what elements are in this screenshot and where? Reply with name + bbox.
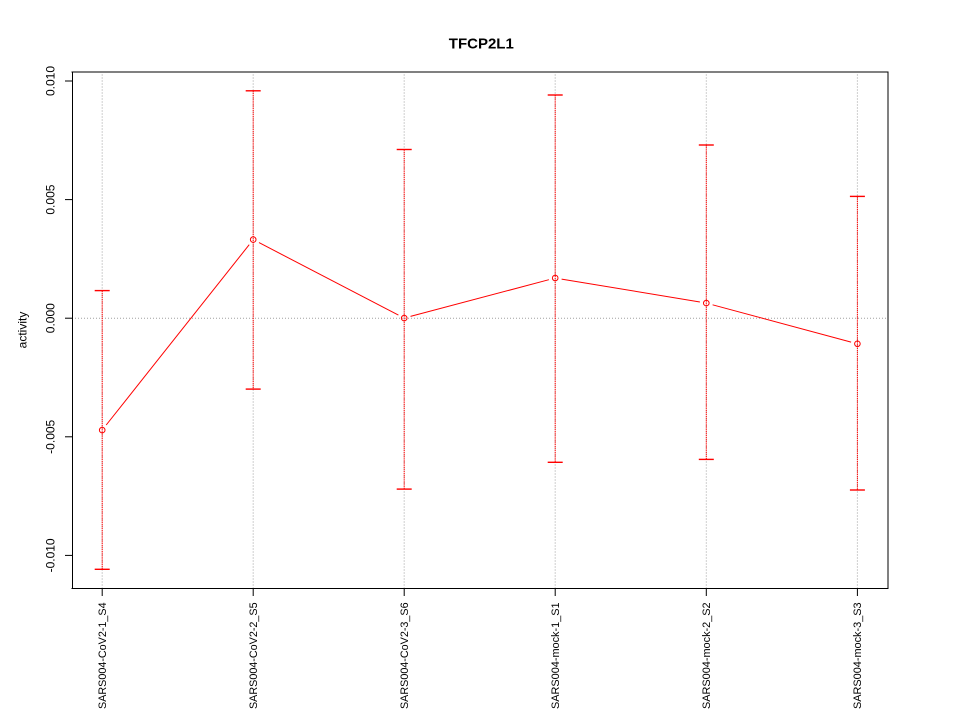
svg-text:-0.010: -0.010 xyxy=(44,538,58,572)
svg-text:SARS004-mock-2_S2: SARS004-mock-2_S2 xyxy=(701,602,713,709)
svg-text:-0.005: -0.005 xyxy=(44,419,58,453)
svg-text:0.000: 0.000 xyxy=(44,303,58,333)
svg-text:activity: activity xyxy=(16,312,30,349)
svg-text:SARS004-mock-1_S1: SARS004-mock-1_S1 xyxy=(550,602,562,709)
svg-text:SARS004-mock-3_S3: SARS004-mock-3_S3 xyxy=(852,602,864,709)
svg-text:0.005: 0.005 xyxy=(44,184,58,214)
svg-text:SARS004-CoV2-1_S4: SARS004-CoV2-1_S4 xyxy=(97,602,109,709)
svg-text:0.010: 0.010 xyxy=(44,66,58,96)
svg-text:TFCP2L1: TFCP2L1 xyxy=(449,36,514,53)
svg-text:SARS004-CoV2-2_S5: SARS004-CoV2-2_S5 xyxy=(248,602,260,709)
svg-text:SARS004-CoV2-3_S6: SARS004-CoV2-3_S6 xyxy=(399,602,411,709)
